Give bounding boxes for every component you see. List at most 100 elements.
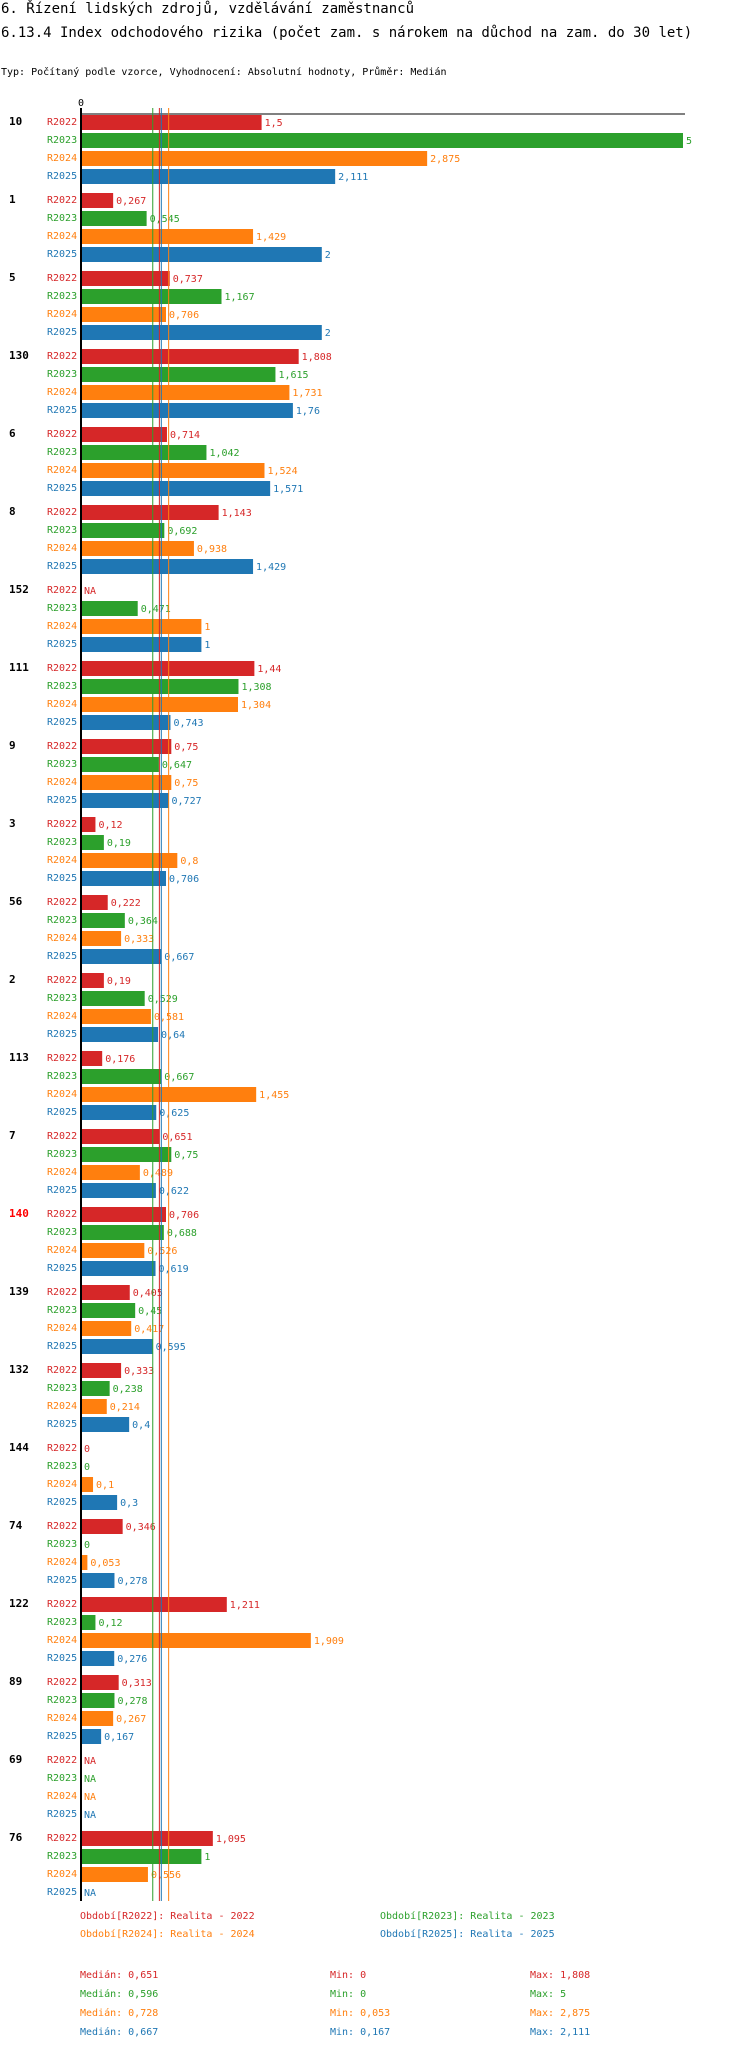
data-label: 0,3 xyxy=(120,1498,138,1509)
bar xyxy=(81,757,159,772)
data-label: 0,333 xyxy=(124,1366,154,1377)
data-label: 0,053 xyxy=(90,1558,120,1569)
data-label: 0,688 xyxy=(167,1228,197,1239)
data-label: 0,692 xyxy=(167,526,197,537)
series-label: R2025 xyxy=(47,249,77,260)
data-label: 0,667 xyxy=(164,1072,194,1083)
series-label: R2022 xyxy=(47,585,77,596)
series-label: R2025 xyxy=(47,1263,77,1274)
series-label: R2022 xyxy=(47,897,77,908)
series-label: R2022 xyxy=(47,1443,77,1454)
data-label: 2 xyxy=(325,328,331,339)
series-label: R2025 xyxy=(47,795,77,806)
data-label: 0,938 xyxy=(197,544,227,555)
data-label: 1,095 xyxy=(216,1834,246,1845)
bar xyxy=(81,1615,96,1630)
bar xyxy=(81,325,322,340)
data-label: NA xyxy=(84,1756,96,1767)
series-label: R2022 xyxy=(47,1677,77,1688)
data-label: 1,167 xyxy=(225,292,255,303)
bar xyxy=(81,1339,153,1354)
category-label: 6 xyxy=(9,427,16,440)
data-label: 0,706 xyxy=(169,1210,199,1221)
series-label: R2024 xyxy=(47,387,77,398)
bar xyxy=(81,931,122,946)
stat-median: Medián: 0,651 xyxy=(80,1969,158,1981)
data-label: 0,12 xyxy=(98,1618,122,1629)
data-label: 0,1 xyxy=(96,1480,114,1491)
data-label: 1,429 xyxy=(256,562,286,573)
bar xyxy=(81,853,178,868)
category-label: 152 xyxy=(9,583,29,596)
data-label: NA xyxy=(84,1888,96,1899)
stat-max: Max: 2,875 xyxy=(530,2008,590,2019)
data-label: 0,19 xyxy=(107,838,131,849)
bar xyxy=(81,1693,115,1708)
bar xyxy=(81,1165,140,1180)
bar xyxy=(81,1321,132,1336)
chart-title: 6.13.4 Index odchodového rizika (počet z… xyxy=(1,25,693,41)
bar xyxy=(81,505,219,520)
bar xyxy=(81,1477,94,1492)
series-label: R2023 xyxy=(47,1305,77,1316)
data-label: 1 xyxy=(204,622,210,633)
data-label: 0,706 xyxy=(169,874,199,885)
data-label: 0,526 xyxy=(147,1246,177,1257)
bar xyxy=(81,949,162,964)
data-label: 0,619 xyxy=(159,1264,189,1275)
series-label: R2024 xyxy=(47,465,77,476)
series-label: R2022 xyxy=(47,819,77,830)
legend-entry: Období[R2025]: Realita - 2025 xyxy=(380,1928,555,1940)
category-label: 2 xyxy=(9,973,16,986)
data-label: 0 xyxy=(84,1462,90,1473)
bar xyxy=(81,1831,213,1846)
series-label: R2022 xyxy=(47,273,77,284)
bar xyxy=(81,973,104,988)
bar xyxy=(81,289,222,304)
series-label: R2025 xyxy=(47,1887,77,1898)
series-label: R2022 xyxy=(47,1599,77,1610)
series-label: R2023 xyxy=(47,759,77,770)
series-label: R2022 xyxy=(47,351,77,362)
bar xyxy=(81,1495,118,1510)
data-label: 5 xyxy=(686,136,692,147)
data-label: 0,238 xyxy=(113,1384,143,1395)
data-label: 2 xyxy=(325,250,331,261)
series-label: R2025 xyxy=(47,1107,77,1118)
series-label: R2023 xyxy=(47,525,77,536)
data-label: 0,4 xyxy=(132,1420,150,1431)
category-label: 1 xyxy=(9,193,16,206)
series-label: R2025 xyxy=(47,639,77,650)
series-label: R2022 xyxy=(47,1833,77,1844)
series-label: R2025 xyxy=(47,1731,77,1742)
data-label: 1,5 xyxy=(265,118,283,129)
stat-median: Medián: 0,596 xyxy=(80,1988,158,2000)
data-label: 1,308 xyxy=(241,682,271,693)
bar xyxy=(81,871,167,886)
data-label: 0,333 xyxy=(124,934,154,945)
data-label: 0,75 xyxy=(174,1150,198,1161)
series-label: R2025 xyxy=(47,1575,77,1586)
bar xyxy=(81,115,262,130)
series-label: R2023 xyxy=(47,447,77,458)
series-label: R2023 xyxy=(47,603,77,614)
bar xyxy=(81,619,202,634)
series-label: R2022 xyxy=(47,1755,77,1766)
series-label: R2022 xyxy=(47,1365,77,1376)
bar xyxy=(81,1009,151,1024)
bar xyxy=(81,403,293,418)
bar xyxy=(81,541,194,556)
bar xyxy=(81,775,172,790)
stat-min: Min: 0 xyxy=(330,1970,366,1981)
series-label: R2025 xyxy=(47,1497,77,1508)
category-label: 74 xyxy=(9,1519,23,1532)
bar xyxy=(81,1051,103,1066)
data-label: 0,64 xyxy=(161,1030,185,1041)
series-label: R2023 xyxy=(47,837,77,848)
bar xyxy=(81,1675,119,1690)
series-label: R2022 xyxy=(47,507,77,518)
bar xyxy=(81,367,276,382)
series-label: R2022 xyxy=(47,195,77,206)
data-label: 0 xyxy=(84,1444,90,1455)
bar xyxy=(81,271,170,286)
